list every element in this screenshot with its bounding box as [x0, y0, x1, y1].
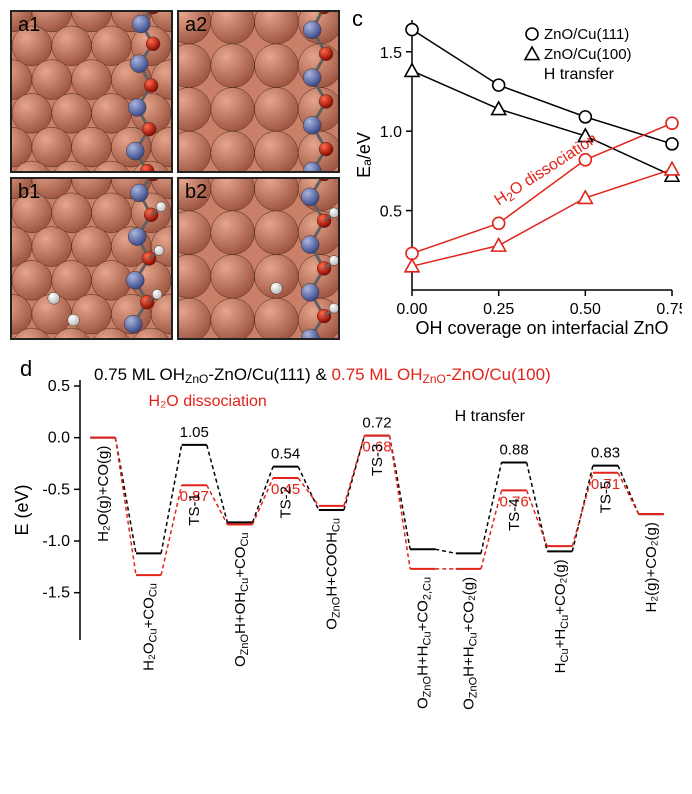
svg-text:1.0: 1.0 — [380, 124, 402, 141]
svg-text:TS-1: TS-1 — [186, 493, 203, 526]
svg-text:TS-5: TS-5 — [597, 481, 614, 514]
svg-text:0.0: 0.0 — [48, 430, 70, 447]
svg-text:ZnO/Cu(100): ZnO/Cu(100) — [544, 46, 632, 63]
svg-text:OZnOH+HCu+CO2,Cu: OZnOH+HCu+CO2,Cu — [415, 577, 434, 709]
svg-text:0.50: 0.50 — [570, 301, 601, 318]
svg-text:0.72: 0.72 — [362, 415, 391, 432]
svg-text:Eₐ/eV: Eₐ/eV — [354, 132, 374, 178]
svg-text:0.5: 0.5 — [48, 378, 70, 395]
panel-b1: b1 — [10, 177, 173, 340]
svg-text:OZnOH+COOHCu: OZnOH+COOHCu — [323, 518, 342, 630]
svg-text:OH coverage on interfacial ZnO: OH coverage on interfacial ZnO — [415, 318, 668, 338]
svg-text:1.5: 1.5 — [380, 45, 402, 62]
panel-a1: a1 — [10, 10, 173, 173]
panel-label-a2: a2 — [183, 14, 209, 37]
svg-text:H₂(g)+CO₂(g): H₂(g)+CO₂(g) — [643, 522, 660, 612]
svg-text:-0.5: -0.5 — [42, 481, 70, 498]
svg-text:TS-2: TS-2 — [278, 486, 295, 519]
svg-text:0.54: 0.54 — [271, 446, 300, 463]
svg-text:E (eV): E (eV) — [12, 484, 32, 535]
panel-label-c: c — [350, 6, 365, 32]
svg-text:OZnOH+OHCu+COCu: OZnOH+OHCu+COCu — [232, 532, 251, 667]
panel-label-b2: b2 — [183, 181, 209, 204]
panel-label-d: d — [18, 356, 34, 382]
panel-label-b1: b1 — [16, 181, 42, 204]
atom-panels-grid: a1 a2 b1 b2 — [10, 10, 340, 340]
panel-b2: b2 — [177, 177, 340, 340]
svg-text:0.83: 0.83 — [591, 445, 620, 462]
svg-text:-1.5: -1.5 — [42, 585, 70, 602]
svg-text:0.88: 0.88 — [499, 441, 528, 458]
svg-text:0.75 ML OHZnO-ZnO/Cu(111) & 0.: 0.75 ML OHZnO-ZnO/Cu(111) & 0.75 ML OHZn… — [94, 365, 551, 386]
svg-text:-1.0: -1.0 — [42, 533, 70, 550]
svg-text:H₂O(g)+CO(g): H₂O(g)+CO(g) — [95, 446, 112, 542]
svg-text:HCu+HCu+CO₂(g): HCu+HCu+CO₂(g) — [552, 559, 571, 673]
svg-text:TS-4: TS-4 — [506, 498, 523, 531]
svg-text:ZnO/Cu(111): ZnO/Cu(111) — [544, 26, 629, 43]
svg-text:H₂O dissociation: H₂O dissociation — [149, 393, 267, 410]
svg-text:0.75: 0.75 — [656, 301, 682, 318]
svg-text:H transfer: H transfer — [455, 408, 526, 425]
top-row: a1 a2 b1 b2 c 0.5 1.0 1.5 0.00 0.25 0.50 0.75O… — [0, 0, 692, 350]
chart-d-container: d 0.50.0-0.5-1.0-1.5E (eV)0.75 ML OHZnO-… — [10, 360, 682, 784]
svg-text:H₂OCu+COCu: H₂OCu+COCu — [141, 583, 160, 671]
svg-text:0.5: 0.5 — [380, 204, 402, 221]
chart-d-svg: 0.5 0.0 -0.5 -1.0 -1.5 E (eV) 0.75 ML OHZnO-Zn… — [10, 360, 682, 784]
svg-text:0.25: 0.25 — [483, 301, 514, 318]
svg-text:0.00: 0.00 — [396, 301, 427, 318]
svg-text:OZnOH+HCu+CO₂(g): OZnOH+HCu+CO₂(g) — [460, 577, 479, 710]
svg-text:1.05: 1.05 — [180, 424, 209, 441]
svg-text:TS-3: TS-3 — [369, 444, 386, 477]
panel-label-a1: a1 — [16, 14, 42, 37]
chart-c-container: c 0.51.01.50.000.250.500.75OH coverage o… — [350, 10, 682, 340]
chart-c-svg: 0.5 1.0 1.5 0.00 0.25 0.50 0.75OH coverage on … — [350, 10, 682, 340]
panel-a2: a2 — [177, 10, 340, 173]
svg-text:H transfer: H transfer — [544, 66, 615, 83]
